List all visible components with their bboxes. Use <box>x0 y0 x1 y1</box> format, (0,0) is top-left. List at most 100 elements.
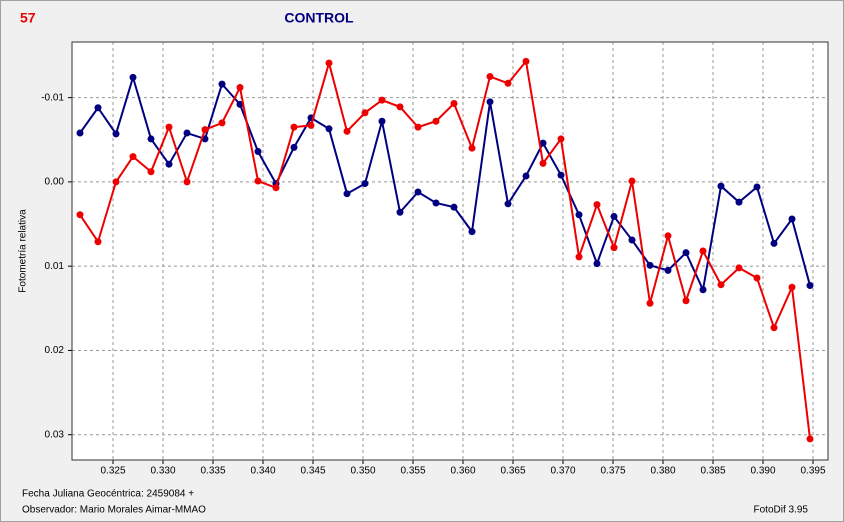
data-point <box>557 171 565 179</box>
data-point <box>254 177 262 185</box>
data-point <box>165 123 173 131</box>
data-point <box>112 178 120 186</box>
x-tick-label: 0.350 <box>350 466 375 477</box>
data-point <box>432 199 440 207</box>
plot-border <box>71 41 829 461</box>
data-point <box>753 183 761 191</box>
data-point <box>664 232 672 240</box>
data-point <box>378 96 386 104</box>
data-point <box>539 159 547 167</box>
data-point <box>343 190 351 198</box>
plot-area <box>72 42 828 460</box>
x-tick-label: 0.335 <box>200 466 225 477</box>
data-point <box>94 104 102 112</box>
data-point <box>147 168 155 176</box>
data-point <box>486 73 494 81</box>
data-point <box>76 211 84 219</box>
data-point <box>699 286 707 294</box>
data-point <box>468 144 476 152</box>
x-tick-label: 0.330 <box>150 466 175 477</box>
data-point <box>699 247 707 255</box>
data-point <box>414 188 422 196</box>
data-point <box>94 238 102 246</box>
series-line <box>79 59 811 440</box>
data-point <box>361 180 369 188</box>
y-axis-label: Fotometría relativa <box>18 209 29 293</box>
x-tick-label: 0.390 <box>750 466 775 477</box>
y-tick-label: 0.02 <box>45 345 65 356</box>
x-tick-label: 0.385 <box>700 466 725 477</box>
data-point <box>628 177 636 185</box>
footer-software: FotoDif 3.95 <box>754 505 809 516</box>
data-point <box>129 73 137 81</box>
data-point <box>753 274 761 282</box>
data-point <box>610 212 618 220</box>
data-point <box>610 244 618 252</box>
data-point <box>646 299 654 307</box>
y-tick-label: -0.01 <box>41 92 64 103</box>
data-point <box>628 236 636 244</box>
x-tick-label: 0.345 <box>300 466 325 477</box>
data-point <box>539 139 547 147</box>
data-point <box>290 143 298 151</box>
data-point <box>378 117 386 125</box>
data-point <box>432 117 440 125</box>
x-tick-label: 0.370 <box>550 466 575 477</box>
data-point <box>343 127 351 135</box>
data-point <box>486 98 494 106</box>
data-point <box>557 135 565 143</box>
x-tick-label: 0.340 <box>250 466 275 477</box>
data-point <box>450 203 458 211</box>
x-tick-label: 0.375 <box>600 466 625 477</box>
data-point <box>593 201 601 209</box>
data-point <box>183 178 191 186</box>
data-point <box>112 130 120 138</box>
data-point <box>682 249 690 257</box>
data-point <box>361 109 369 117</box>
x-tick-label: 0.380 <box>650 466 675 477</box>
data-point <box>717 182 725 190</box>
data-point <box>290 123 298 131</box>
x-tick-label: 0.365 <box>500 466 525 477</box>
y-tick-label: 0.03 <box>45 429 65 440</box>
star-label: 57 <box>20 10 36 26</box>
y-tick-label: 0.00 <box>45 177 65 188</box>
data-point <box>165 160 173 168</box>
data-point <box>646 261 654 269</box>
x-tick-label: 0.395 <box>800 466 825 477</box>
data-point <box>770 239 778 247</box>
x-tick-label: 0.325 <box>100 466 125 477</box>
data-point <box>218 119 226 127</box>
y-tick-label: 0.01 <box>45 261 65 272</box>
data-point <box>201 126 209 134</box>
data-point <box>325 125 333 133</box>
data-point <box>664 266 672 274</box>
data-point <box>788 283 796 291</box>
x-tick-label: 0.360 <box>450 466 475 477</box>
data-point <box>307 121 315 129</box>
data-point <box>76 129 84 137</box>
data-point <box>504 79 512 87</box>
data-point <box>183 129 191 137</box>
x-tick-label: 0.355 <box>400 466 425 477</box>
footer-date: Fecha Juliana Geocéntrica: 2459084 + <box>22 489 194 500</box>
data-point <box>450 100 458 108</box>
data-point <box>254 148 262 156</box>
data-point <box>272 184 280 192</box>
data-point <box>788 215 796 223</box>
footer-observer: Observador: Mario Morales Aimar-MMAO <box>22 505 206 516</box>
data-point <box>806 435 814 443</box>
data-point <box>129 153 137 161</box>
data-point <box>522 57 530 65</box>
data-point <box>575 253 583 261</box>
data-point <box>218 80 226 88</box>
data-point <box>522 172 530 180</box>
data-point <box>682 297 690 305</box>
data-point <box>396 208 404 216</box>
data-point <box>593 260 601 268</box>
data-point <box>770 324 778 332</box>
data-point <box>468 228 476 236</box>
data-point <box>806 282 814 290</box>
data-point <box>735 198 743 206</box>
